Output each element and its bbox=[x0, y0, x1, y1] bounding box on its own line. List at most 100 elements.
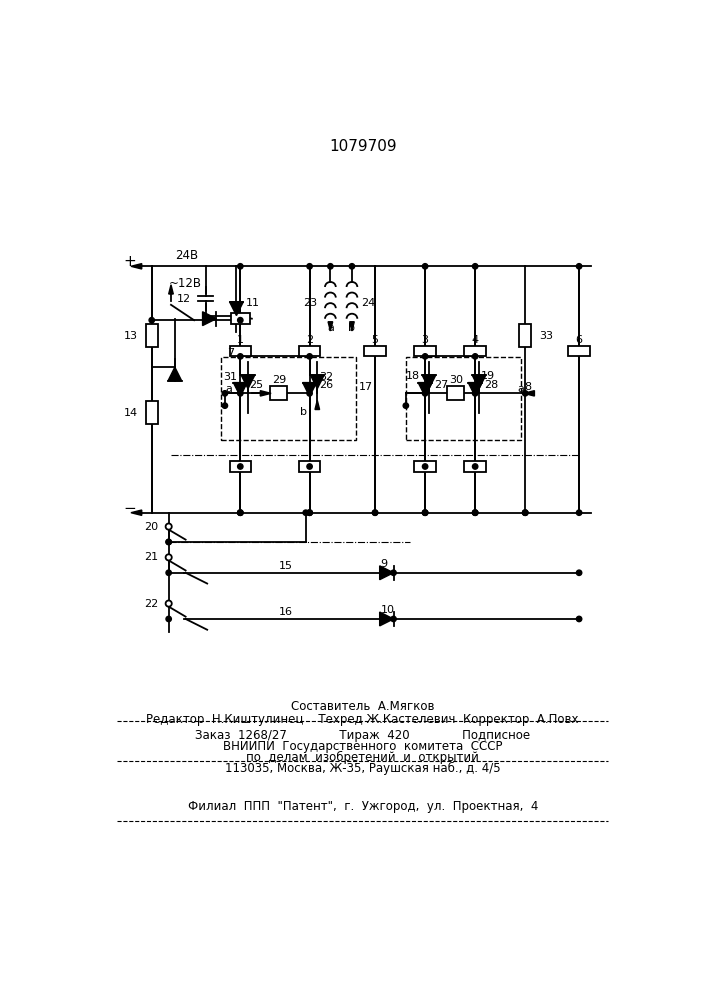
Circle shape bbox=[238, 464, 243, 469]
Text: 20: 20 bbox=[144, 522, 158, 532]
Circle shape bbox=[373, 510, 378, 515]
Text: 25: 25 bbox=[250, 380, 264, 390]
Polygon shape bbox=[350, 322, 354, 331]
Polygon shape bbox=[380, 566, 394, 580]
Bar bbox=[299, 461, 320, 472]
Text: 113035, Москва, Ж-35, Раушская наб., д. 4/5: 113035, Москва, Ж-35, Раушская наб., д. … bbox=[225, 762, 501, 775]
Circle shape bbox=[307, 510, 312, 515]
Text: 11: 11 bbox=[246, 298, 259, 308]
Bar bbox=[146, 401, 158, 424]
Text: 27: 27 bbox=[434, 380, 448, 390]
Text: 23: 23 bbox=[303, 298, 317, 308]
Polygon shape bbox=[241, 375, 255, 389]
Text: 9: 9 bbox=[380, 559, 387, 569]
Text: b: b bbox=[300, 407, 307, 417]
Circle shape bbox=[522, 510, 528, 515]
Circle shape bbox=[307, 510, 312, 515]
Bar bbox=[146, 324, 158, 347]
Polygon shape bbox=[418, 383, 432, 396]
Polygon shape bbox=[233, 383, 247, 396]
Text: 33: 33 bbox=[539, 331, 553, 341]
Circle shape bbox=[303, 510, 308, 515]
Circle shape bbox=[373, 510, 378, 515]
Bar bbox=[519, 324, 532, 347]
Text: 8: 8 bbox=[525, 382, 532, 392]
Circle shape bbox=[522, 510, 528, 515]
Text: по  делам  изобретений  и  открытий: по делам изобретений и открытий bbox=[246, 751, 479, 764]
Circle shape bbox=[307, 354, 312, 359]
Text: Филиал  ППП  "Патент",  г.  Ужгород,  ул.  Проектная,  4: Филиал ППП "Патент", г. Ужгород, ул. Про… bbox=[187, 800, 538, 813]
Text: 7: 7 bbox=[227, 348, 234, 358]
Text: 28: 28 bbox=[484, 380, 498, 390]
Polygon shape bbox=[168, 367, 182, 381]
Circle shape bbox=[422, 354, 428, 359]
Circle shape bbox=[238, 391, 243, 396]
Text: 19: 19 bbox=[481, 371, 495, 381]
Polygon shape bbox=[328, 322, 333, 331]
Circle shape bbox=[422, 510, 428, 515]
Bar bbox=[364, 346, 386, 356]
Polygon shape bbox=[203, 312, 216, 326]
Circle shape bbox=[307, 264, 312, 269]
Bar bbox=[464, 346, 486, 356]
Text: 24В: 24В bbox=[175, 249, 198, 262]
Text: 30: 30 bbox=[449, 375, 463, 385]
Polygon shape bbox=[524, 391, 534, 396]
Bar bbox=[231, 313, 250, 324]
Circle shape bbox=[576, 570, 582, 575]
Circle shape bbox=[472, 510, 478, 515]
Text: Редактор  Н.Киштулинец    Техред Ж.Кастелевич  Корректор  А.Повх: Редактор Н.Киштулинец Техред Ж.Кастелеви… bbox=[146, 713, 579, 726]
Text: ВНИИПИ  Государственного  комитета  СССР: ВНИИПИ Государственного комитета СССР bbox=[223, 740, 503, 753]
Circle shape bbox=[472, 391, 478, 396]
Polygon shape bbox=[260, 391, 271, 396]
Text: 1: 1 bbox=[237, 335, 244, 345]
Circle shape bbox=[349, 264, 355, 269]
Text: 32: 32 bbox=[319, 372, 333, 382]
Text: 15: 15 bbox=[279, 561, 292, 571]
Polygon shape bbox=[131, 510, 141, 515]
Circle shape bbox=[391, 616, 396, 622]
Text: 10: 10 bbox=[380, 605, 395, 615]
Text: 12: 12 bbox=[177, 294, 192, 304]
Polygon shape bbox=[310, 375, 325, 389]
Circle shape bbox=[238, 510, 243, 515]
Circle shape bbox=[307, 391, 312, 396]
Text: 26: 26 bbox=[319, 380, 333, 390]
Circle shape bbox=[166, 570, 171, 575]
Text: Заказ  1268/27              Тираж  420              Подписное: Заказ 1268/27 Тираж 420 Подписное bbox=[195, 730, 530, 742]
Bar bbox=[221, 357, 356, 440]
Circle shape bbox=[403, 403, 409, 408]
Circle shape bbox=[422, 264, 428, 269]
Bar bbox=[270, 386, 287, 400]
Text: 5: 5 bbox=[372, 335, 378, 345]
Circle shape bbox=[238, 318, 243, 323]
Circle shape bbox=[149, 318, 154, 323]
Polygon shape bbox=[169, 285, 173, 294]
Circle shape bbox=[238, 354, 243, 359]
Text: 21: 21 bbox=[144, 552, 158, 562]
Polygon shape bbox=[315, 400, 320, 410]
Text: 3: 3 bbox=[421, 335, 428, 345]
Circle shape bbox=[472, 464, 478, 469]
Text: a: a bbox=[327, 323, 334, 333]
Polygon shape bbox=[422, 375, 436, 389]
Bar bbox=[568, 346, 590, 356]
Bar bbox=[230, 346, 251, 356]
Circle shape bbox=[522, 391, 528, 396]
Circle shape bbox=[422, 464, 428, 469]
Bar bbox=[230, 461, 251, 472]
Polygon shape bbox=[472, 375, 486, 389]
Text: 4: 4 bbox=[472, 335, 479, 345]
Circle shape bbox=[166, 539, 171, 545]
Circle shape bbox=[472, 264, 478, 269]
Circle shape bbox=[238, 264, 243, 269]
Text: 6: 6 bbox=[575, 335, 583, 345]
Circle shape bbox=[166, 616, 171, 622]
Circle shape bbox=[472, 354, 478, 359]
Polygon shape bbox=[303, 383, 317, 396]
Circle shape bbox=[166, 539, 171, 545]
Text: 31: 31 bbox=[223, 372, 238, 382]
Text: 16: 16 bbox=[279, 607, 292, 617]
Polygon shape bbox=[468, 383, 482, 396]
Circle shape bbox=[576, 510, 582, 515]
